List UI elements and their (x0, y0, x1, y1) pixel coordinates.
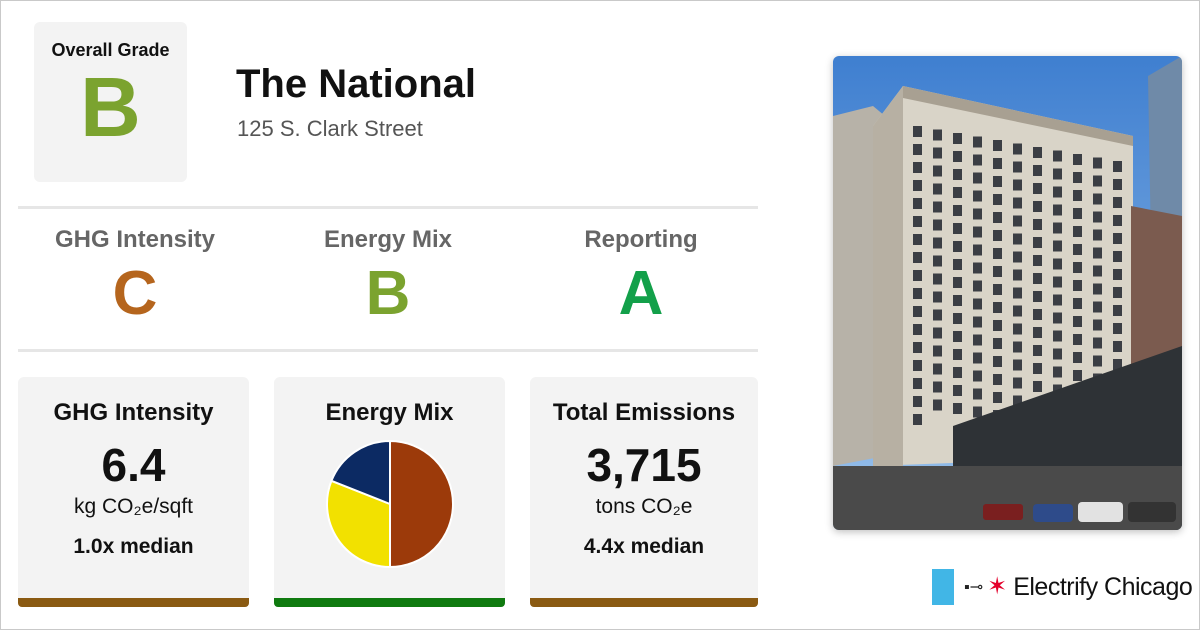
star-icon: ✶ (987, 573, 1008, 600)
pie-slice-1 (325, 479, 391, 569)
building-name: The National (236, 62, 477, 106)
card-emissions-value: 3,715 (586, 439, 702, 491)
overall-grade-label: Overall Grade (51, 40, 170, 60)
grade-energy-mix: Energy Mix B (268, 226, 508, 334)
overall-grade-card: Overall Grade B (34, 22, 187, 182)
card-emissions-median: 4.4x median (583, 535, 705, 558)
grade-reporting-title: Reporting (584, 226, 698, 253)
card-mix-bar (274, 598, 505, 607)
energy-mix-pie (325, 439, 454, 569)
card-emissions-title: Total Emissions (552, 399, 736, 426)
overall-grade-value: B (80, 60, 141, 154)
divider-top (18, 206, 758, 209)
card-ghg-value: 6.4 (101, 439, 166, 491)
divider-middle (18, 349, 758, 352)
card-ghg-unit: kg CO₂e/sqft (73, 495, 194, 518)
plug-icon: ▪⊸ (964, 579, 984, 596)
grade-mix-letter: B (365, 259, 411, 328)
building-photo (833, 56, 1182, 530)
grade-reporting-letter: A (618, 259, 664, 328)
electrify-chicago-logo[interactable]: ▪⊸ ✶ Electrify Chicago (932, 569, 1193, 605)
building-address: 125 S. Clark Street (237, 116, 423, 141)
card-mix-title: Energy Mix (325, 399, 454, 426)
grade-ghg-letter: C (112, 259, 158, 328)
card-emissions-bar (530, 598, 758, 607)
card-ghg-title: GHG Intensity (53, 399, 214, 426)
card-ghg-bar (18, 598, 249, 607)
card-total-emissions: Total Emissions 3,715 tons CO₂e 4.4x med… (530, 377, 758, 607)
pie-slice-2 (329, 439, 391, 506)
grade-reporting: Reporting A (521, 226, 761, 334)
chicago-flag-icon (932, 569, 954, 605)
pie-slice-0 (388, 439, 454, 569)
grade-ghg-title: GHG Intensity (54, 226, 216, 253)
card-ghg-median: 1.0x median (73, 535, 194, 558)
card-emissions-unit: tons CO₂e (595, 495, 693, 518)
logo-text: Electrify Chicago (1013, 572, 1193, 601)
grade-mix-title: Energy Mix (323, 226, 453, 253)
card-ghg-intensity: GHG Intensity 6.4 kg CO₂e/sqft 1.0x medi… (18, 377, 249, 607)
grade-ghg-intensity: GHG Intensity C (15, 226, 255, 334)
card-energy-mix: Energy Mix (274, 377, 505, 607)
